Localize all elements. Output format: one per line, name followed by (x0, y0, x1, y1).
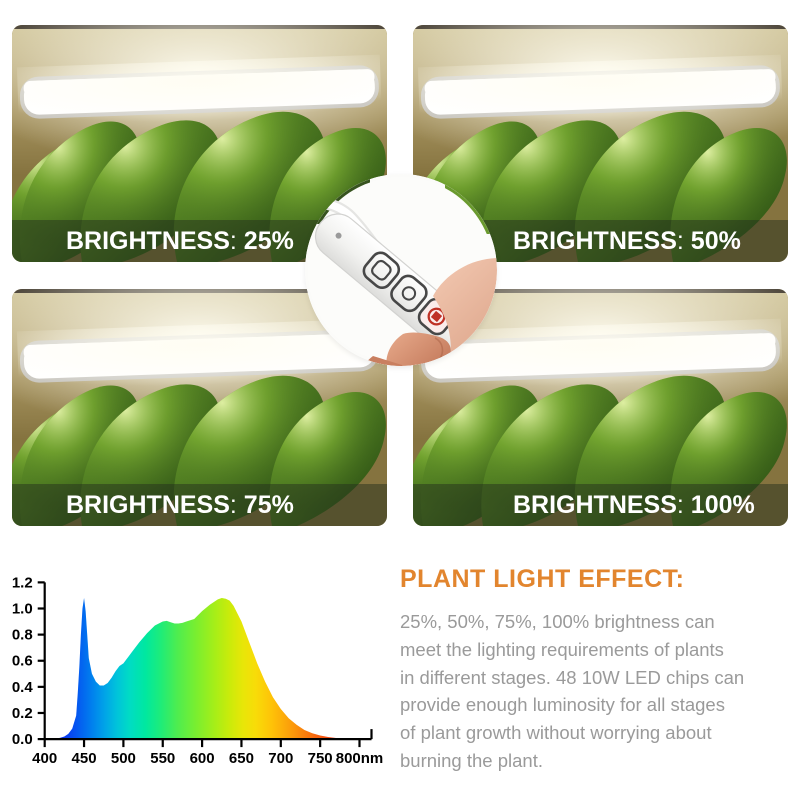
svg-text:0.0: 0.0 (12, 731, 33, 748)
svg-text:600: 600 (190, 750, 215, 767)
svg-text:1.2: 1.2 (12, 574, 33, 591)
svg-text:650: 650 (229, 750, 254, 767)
svg-text:800nm: 800nm (336, 750, 384, 767)
svg-text:0.4: 0.4 (12, 679, 34, 696)
svg-text:0.6: 0.6 (12, 653, 33, 670)
svg-text:0.8: 0.8 (12, 627, 33, 644)
svg-text:BRIGHTNESS: 75%: BRIGHTNESS: 75% (66, 491, 294, 519)
svg-text:700: 700 (268, 750, 293, 767)
svg-text:750: 750 (308, 750, 333, 767)
svg-text:500: 500 (111, 750, 136, 767)
svg-text:0.2: 0.2 (12, 705, 33, 722)
svg-text:BRIGHTNESS: 50%: BRIGHTNESS: 50% (513, 227, 741, 255)
svg-text:1.0: 1.0 (12, 601, 33, 618)
svg-text:450: 450 (72, 750, 97, 767)
svg-text:BRIGHTNESS: 100%: BRIGHTNESS: 100% (513, 491, 755, 519)
svg-text:400: 400 (32, 750, 57, 767)
svg-text:BRIGHTNESS: 25%: BRIGHTNESS: 25% (66, 227, 294, 255)
svg-text:550: 550 (150, 750, 175, 767)
